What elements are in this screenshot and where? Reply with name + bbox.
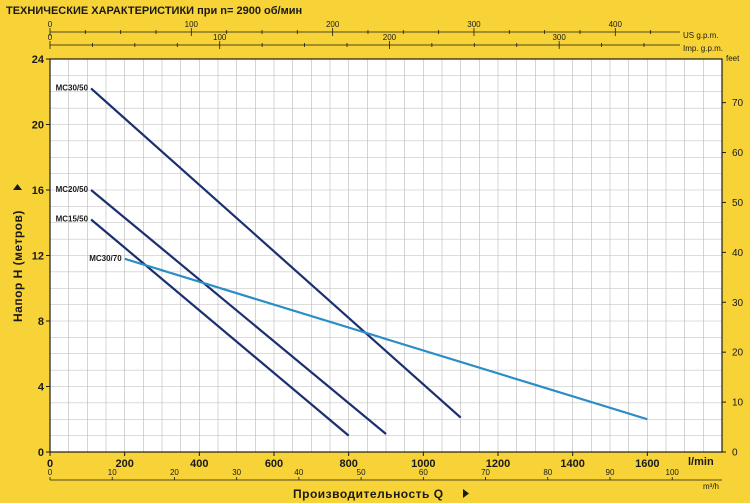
series-label: MC20/50: [56, 185, 89, 194]
y-tick-label: 8: [38, 316, 44, 328]
y-axis-title: Напор H (метров): [11, 210, 25, 322]
series-line-mc30-50: [90, 87, 462, 419]
series-line-mc20-50: [90, 189, 387, 435]
y2-tick-label: 50: [732, 198, 744, 209]
imp-gpm-tick-label: 200: [383, 33, 397, 42]
series-label: MC30/70: [89, 254, 122, 263]
m3h-tick-label: 40: [294, 468, 303, 477]
x-tick-label: 600: [265, 458, 283, 470]
x-axis-arrow-icon: [463, 489, 469, 498]
x-tick-label: 1400: [560, 458, 584, 470]
m3h-tick-label: 30: [232, 468, 241, 477]
y-tick-label: 4: [38, 382, 45, 394]
x-tick-label: 200: [115, 458, 133, 470]
y-tick-label: 0: [38, 447, 44, 459]
y2-tick-label: 40: [732, 248, 744, 259]
series-line-mc30-70: [124, 257, 648, 421]
y-axis-arrow-icon: [13, 184, 22, 190]
y2-tick-label: 20: [732, 348, 744, 359]
axis-labels: l/min m³/h feet US g.p.m. Imp. g.p.m. Пр…: [11, 31, 740, 501]
x-tick-label: 800: [339, 458, 357, 470]
x-tick-label: 0: [47, 458, 53, 470]
x-tick-label: 1200: [486, 458, 510, 470]
us-gpm-tick-label: 200: [326, 20, 340, 29]
m3h-tick-label: 80: [543, 468, 552, 477]
m3h-tick-label: 0: [48, 468, 53, 477]
m3h-tick-label: 50: [357, 468, 366, 477]
chart-title: ТЕХНИЧЕСКИЕ ХАРАКТЕРИСТИКИ при n= 2900 о…: [6, 5, 302, 17]
y2-tick-label: 60: [732, 148, 744, 159]
series-label: MC15/50: [56, 214, 89, 223]
m3h-tick-label: 100: [666, 468, 680, 477]
m3h-tick-label: 60: [419, 468, 428, 477]
y2-tick-label: 30: [732, 298, 744, 309]
top2-unit-label: Imp. g.p.m.: [683, 44, 723, 53]
series-label: MC30/50: [56, 83, 89, 92]
top-axes: 0 100 200 300 400 0 100 200 300: [48, 20, 680, 49]
x-axis-title: Производительность Q: [293, 487, 444, 501]
y2-tick-label: 70: [732, 98, 744, 109]
y-tick-label: 16: [32, 185, 44, 197]
m3h-tick-label: 20: [170, 468, 179, 477]
y2-tick-label: 10: [732, 398, 744, 409]
imp-gpm-tick-label: 0: [48, 33, 53, 42]
x-unit2-label: m³/h: [703, 482, 719, 491]
y2-unit-label: feet: [726, 54, 740, 63]
us-gpm-tick-label: 0: [48, 20, 53, 29]
m3h-tick-label: 70: [481, 468, 490, 477]
m3h-tick-label: 10: [108, 468, 117, 477]
top1-unit-label: US g.p.m.: [683, 31, 719, 40]
us-gpm-tick-label: 100: [185, 20, 199, 29]
us-gpm-tick-label: 300: [467, 20, 481, 29]
imp-gpm-tick-label: 100: [213, 33, 227, 42]
series-line-mc15-50: [90, 218, 350, 437]
series-group: MC30/50 MC20/50 MC15/50 MC30/70: [56, 83, 648, 437]
y-tick-label: 12: [32, 251, 44, 263]
x-unit-label: l/min: [688, 456, 714, 468]
y-tick-label: 24: [32, 54, 45, 66]
m3h-tick-label: 90: [606, 468, 615, 477]
y2-tick-label: 0: [732, 448, 738, 459]
us-gpm-tick-label: 400: [609, 20, 623, 29]
y-tick-label: 20: [32, 120, 44, 132]
x-tick-label: 400: [190, 458, 208, 470]
x-tick-label: 1000: [411, 458, 435, 470]
imp-gpm-tick-label: 300: [552, 33, 566, 42]
x-tick-label: 1600: [635, 458, 659, 470]
